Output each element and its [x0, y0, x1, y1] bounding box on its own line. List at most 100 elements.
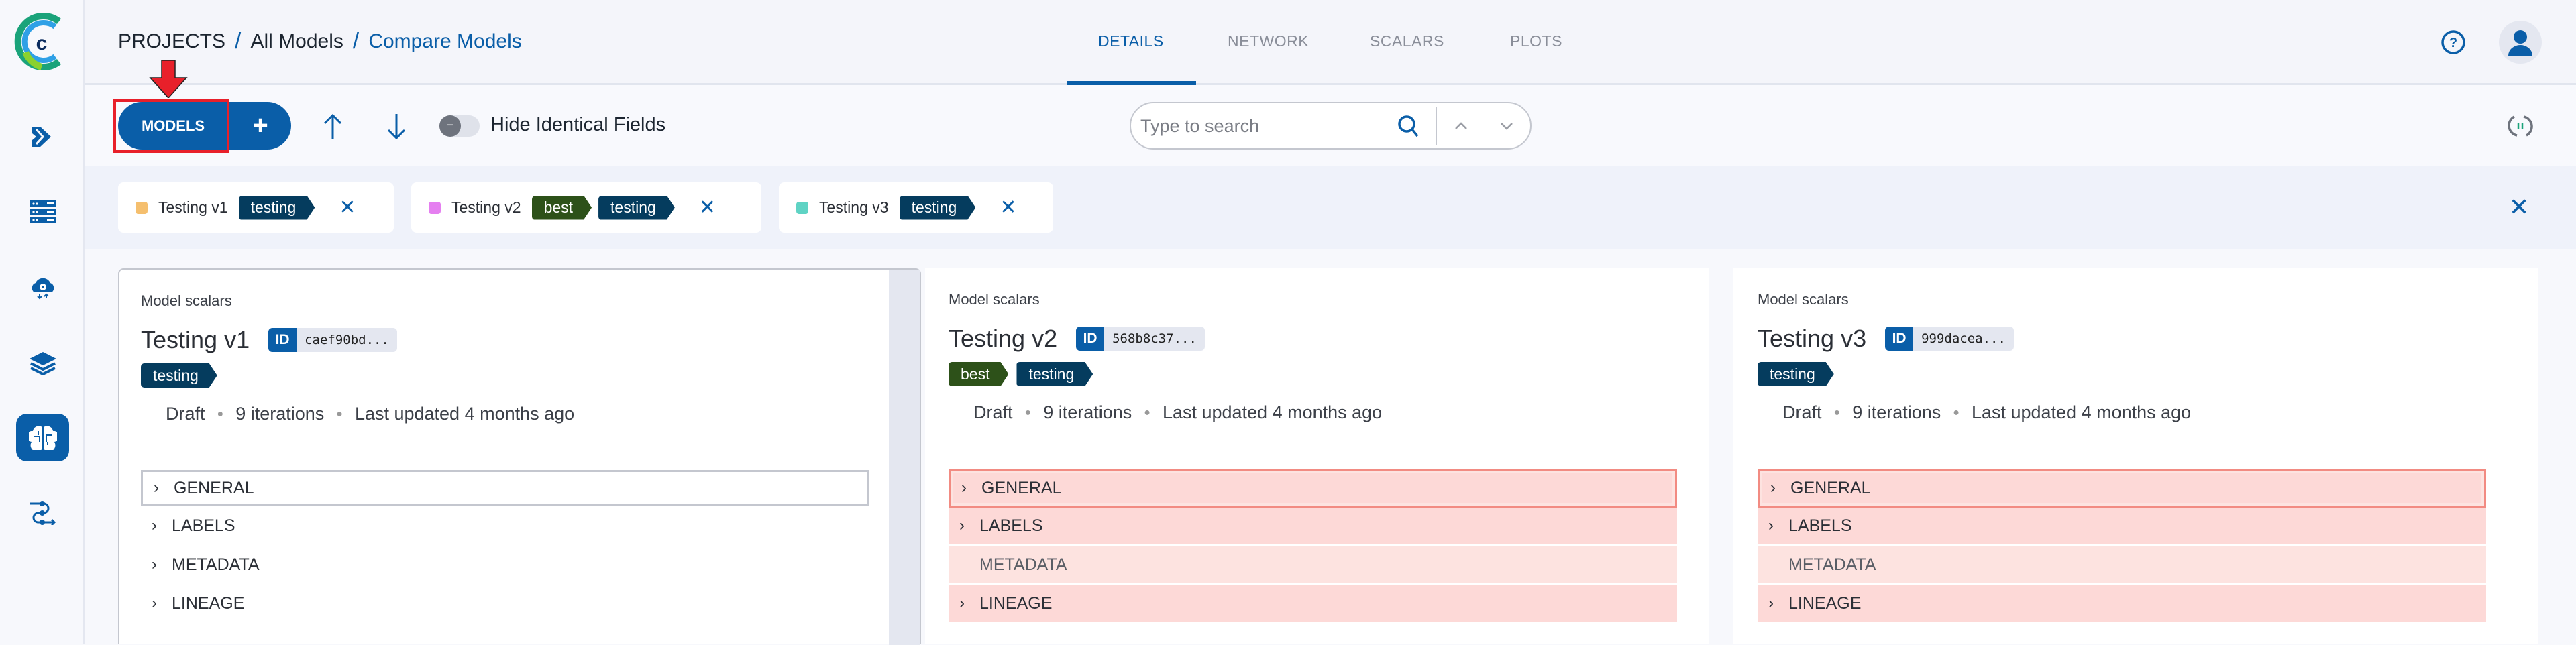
arrow-up-icon[interactable] [322, 113, 343, 141]
sidebar-item-workflows[interactable] [16, 489, 69, 536]
model-name[interactable]: Testing v2 [949, 325, 1058, 352]
section-lineage[interactable]: › LINEAGE [949, 585, 1677, 624]
remove-model-icon[interactable]: ✕ [339, 196, 356, 219]
section-general[interactable]: › GENERAL [949, 469, 1677, 508]
server-icon [29, 200, 56, 223]
sections: › GENERAL › LABELS › METADATA › LINEAGE [141, 470, 869, 623]
add-model-button[interactable]: + [252, 111, 268, 140]
breadcrumb: PROJECTS / All Models / Compare Models [118, 28, 522, 54]
brain-icon [28, 425, 57, 450]
user-icon [2508, 30, 2532, 56]
chip-model-name: Testing v3 [819, 198, 889, 216]
active-tab-indicator [1067, 81, 1196, 85]
remove-model-icon[interactable]: ✕ [1000, 196, 1017, 219]
id-value: 999dacea... [1913, 327, 2014, 351]
section-metadata: METADATA [1758, 546, 2486, 585]
hide-identical-label: Hide Identical Fields [490, 114, 666, 135]
previous-match-icon[interactable] [1453, 119, 1469, 133]
status: Draft [166, 404, 205, 424]
sidebar-item-pipelines[interactable] [16, 113, 69, 160]
tab-scalars[interactable]: SCALARS [1370, 32, 1444, 50]
model-card: Model scalars Testing v3 ID 999dacea... t… [1733, 268, 2538, 644]
breadcrumb-all-models[interactable]: All Models [250, 30, 343, 52]
arrow-down-icon[interactable] [386, 113, 407, 141]
last-updated: Last updated 4 months ago [354, 404, 575, 424]
card-title: Testing v2 ID 568b8c37... [949, 325, 1205, 353]
last-updated: Last updated 4 months ago [1162, 402, 1383, 422]
card-title: Testing v3 ID 999dacea... [1758, 325, 2014, 353]
id-badge[interactable]: ID caef90bd... [268, 328, 397, 352]
layers-icon [29, 351, 56, 375]
tab-plots[interactable]: PLOTS [1510, 32, 1562, 50]
section-labels[interactable]: › LABELS [1758, 508, 2486, 546]
section-metadata[interactable]: › METADATA [152, 554, 260, 574]
iterations: 9 iterations [1043, 402, 1132, 422]
id-badge[interactable]: ID 999dacea... [1885, 327, 2014, 351]
iterations: 9 iterations [1852, 402, 1941, 422]
search-icon[interactable] [1397, 114, 1419, 139]
sidebar: c [0, 0, 85, 644]
model-name[interactable]: Testing v1 [141, 326, 250, 353]
card-scrollbar[interactable] [889, 270, 920, 645]
tag: testing [900, 196, 976, 220]
double-chevron-icon [32, 126, 51, 147]
search-input[interactable] [1140, 113, 1395, 139]
tab-details[interactable]: DETAILS [1098, 32, 1164, 50]
flow-icon [30, 500, 56, 525]
sidebar-item-models[interactable] [16, 414, 69, 461]
compared-model-chip: Testing v2 best testing ✕ [411, 182, 761, 233]
card-subtitle: Model scalars [1758, 291, 1849, 308]
compared-model-chip: Testing v1 testing ✕ [118, 182, 394, 233]
tag: testing [1016, 362, 1093, 386]
sidebar-item-layers[interactable] [16, 339, 69, 387]
model-color-swatch[interactable] [429, 201, 441, 214]
section-labels[interactable]: › LABELS [949, 508, 1677, 546]
model-name[interactable]: Testing v3 [1758, 325, 1867, 352]
breadcrumb-separator: / [235, 28, 241, 54]
tag: testing [1758, 362, 1834, 386]
hide-identical-toggle[interactable]: − [439, 115, 480, 137]
sidebar-item-datasets[interactable] [16, 188, 69, 236]
model-color-swatch[interactable] [136, 201, 148, 214]
avatar[interactable] [2499, 21, 2542, 64]
tag: best [949, 362, 1008, 386]
red-arrow-annotation [149, 60, 188, 99]
section-lineage[interactable]: › LINEAGE [152, 593, 245, 613]
search-divider [1436, 107, 1437, 145]
models-button[interactable]: MODELS [141, 117, 205, 134]
tag: testing [141, 363, 217, 388]
cloud-gear-icon [32, 278, 54, 299]
section-metadata: METADATA [949, 546, 1677, 585]
section-lineage[interactable]: › LINEAGE [1758, 585, 2486, 624]
next-match-icon[interactable] [1499, 119, 1515, 133]
model-meta: Draft ● 9 iterations ● Last updated 4 months… [973, 402, 1383, 422]
breadcrumb-projects[interactable]: PROJECTS [118, 30, 226, 52]
svg-text:?: ? [2449, 36, 2457, 50]
card-title: Testing v1 ID caef90bd... [141, 326, 397, 354]
model-color-swatch[interactable] [796, 201, 808, 214]
section-labels[interactable]: › LABELS [152, 516, 235, 535]
sections: › GENERAL › LABELS METADATA › LINEAGE [1758, 469, 2486, 624]
highlight-box [113, 99, 229, 153]
chip-model-name: Testing v2 [451, 198, 521, 216]
card-subtitle: Model scalars [949, 291, 1040, 308]
tag: best [532, 196, 592, 220]
header: PROJECTS / All Models / Compare Models [85, 0, 2576, 85]
section-general[interactable]: › GENERAL [1758, 469, 2486, 508]
logo-icon[interactable]: c [12, 12, 71, 71]
section-general[interactable]: › GENERAL [141, 470, 869, 506]
status: Draft [1782, 402, 1822, 422]
help-icon[interactable]: ? [2440, 29, 2467, 56]
chip-model-name: Testing v1 [158, 198, 228, 216]
model-meta: Draft ● 9 iterations ● Last updated 4 months… [1782, 402, 2192, 422]
sidebar-item-orchestration[interactable] [16, 264, 69, 312]
auto-refresh-icon[interactable] [2508, 113, 2533, 139]
id-label: ID [1076, 327, 1105, 351]
id-value: 568b8c37... [1104, 327, 1205, 351]
tab-network[interactable]: NETWORK [1228, 32, 1309, 50]
clear-all-icon[interactable]: ✕ [2509, 193, 2530, 221]
iterations: 9 iterations [235, 404, 325, 424]
id-label: ID [1885, 327, 1914, 351]
remove-model-icon[interactable]: ✕ [698, 196, 716, 219]
id-badge[interactable]: ID 568b8c37... [1076, 327, 1205, 351]
